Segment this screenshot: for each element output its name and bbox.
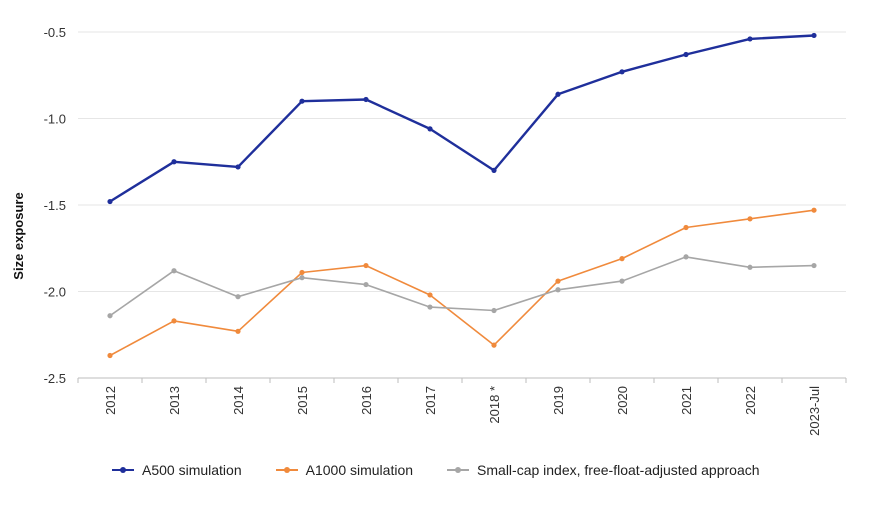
data-point bbox=[555, 278, 561, 284]
series-2 bbox=[107, 254, 817, 319]
series-1 bbox=[107, 207, 817, 359]
data-point bbox=[171, 318, 177, 324]
x-tick-label: 2019 bbox=[551, 386, 566, 415]
y-tick-label: -1.5 bbox=[44, 198, 66, 213]
data-point bbox=[747, 264, 753, 270]
data-point bbox=[555, 287, 561, 293]
gridlines bbox=[78, 31, 846, 292]
data-point bbox=[555, 91, 561, 97]
data-point bbox=[811, 207, 817, 213]
y-tick-label: -1.0 bbox=[44, 112, 66, 127]
y-tick-label: -0.5 bbox=[44, 25, 66, 40]
data-point bbox=[107, 198, 113, 205]
x-tick-label: 2021 bbox=[679, 386, 694, 415]
data-point bbox=[619, 69, 625, 75]
series-0 bbox=[107, 32, 817, 205]
data-point bbox=[235, 164, 241, 170]
series-line bbox=[109, 34, 815, 203]
legend-swatch-a1000 bbox=[275, 465, 298, 475]
legend-label-a1000: A1000 simulation bbox=[305, 462, 414, 478]
data-point bbox=[299, 275, 305, 281]
data-point bbox=[427, 292, 433, 298]
legend-swatch-small-cap bbox=[447, 465, 470, 475]
legend-swatch-a500 bbox=[112, 465, 134, 475]
x-tick-label: 2022 bbox=[743, 386, 758, 415]
x-tick-label: 2023-Jul bbox=[807, 386, 822, 436]
data-point bbox=[363, 96, 369, 103]
y-tick-label: -2.5 bbox=[44, 371, 66, 386]
x-tick-label: 2014 bbox=[231, 386, 246, 415]
data-point bbox=[747, 216, 753, 222]
x-tick-label: 2018 * bbox=[487, 386, 502, 424]
data-point bbox=[171, 159, 177, 165]
data-point bbox=[299, 98, 305, 104]
x-tick-label: 2015 bbox=[295, 386, 310, 415]
data-point bbox=[619, 256, 625, 262]
data-point bbox=[811, 32, 817, 39]
legend: A500 simulation A1000 simulation Small-c… bbox=[112, 462, 760, 478]
x-tick-label: 2016 bbox=[359, 386, 374, 415]
legend-item-a500[interactable]: A500 simulation bbox=[112, 462, 242, 478]
x-tick-label: 2013 bbox=[167, 386, 182, 415]
data-point bbox=[107, 352, 113, 359]
data-point bbox=[491, 167, 497, 173]
y-axis-ticks: -0.5 -1.0 -1.5 -2.0 -2.5 bbox=[44, 25, 66, 386]
data-point bbox=[683, 51, 689, 58]
x-tick-label: 2017 bbox=[423, 386, 438, 415]
data-point bbox=[171, 268, 177, 274]
x-tick-label: 2020 bbox=[615, 386, 630, 415]
y-axis-label: Size exposure bbox=[11, 192, 26, 279]
data-point bbox=[747, 36, 753, 42]
data-point bbox=[427, 304, 433, 310]
data-point bbox=[491, 342, 497, 348]
legend-item-a1000[interactable]: A1000 simulation bbox=[275, 462, 414, 478]
legend-label-a500: A500 simulation bbox=[142, 462, 242, 478]
legend-item-small-cap[interactable]: Small-cap index, free-float-adjusted app… bbox=[447, 462, 760, 478]
series-line bbox=[109, 256, 815, 317]
data-point bbox=[619, 278, 625, 284]
data-point bbox=[299, 269, 305, 276]
x-axis bbox=[77, 377, 847, 383]
y-tick-label: -2.0 bbox=[44, 285, 66, 300]
data-point bbox=[683, 224, 689, 231]
data-point bbox=[683, 254, 689, 260]
data-point bbox=[427, 126, 433, 132]
data-point bbox=[363, 281, 369, 288]
series-lines bbox=[107, 32, 817, 359]
x-tick-label: 2012 bbox=[103, 386, 118, 415]
data-point bbox=[811, 262, 817, 269]
x-axis-ticks: 2012 2013 2014 2015 2016 2017 2018 * 2019 2020 20… bbox=[103, 386, 822, 436]
series-line bbox=[109, 209, 815, 357]
data-point bbox=[107, 313, 113, 319]
data-point bbox=[491, 307, 497, 314]
data-point bbox=[235, 294, 241, 300]
data-point bbox=[235, 328, 241, 334]
data-point bbox=[363, 262, 369, 269]
legend-label-small-cap: Small-cap index, free-float-adjusted app… bbox=[477, 462, 760, 478]
